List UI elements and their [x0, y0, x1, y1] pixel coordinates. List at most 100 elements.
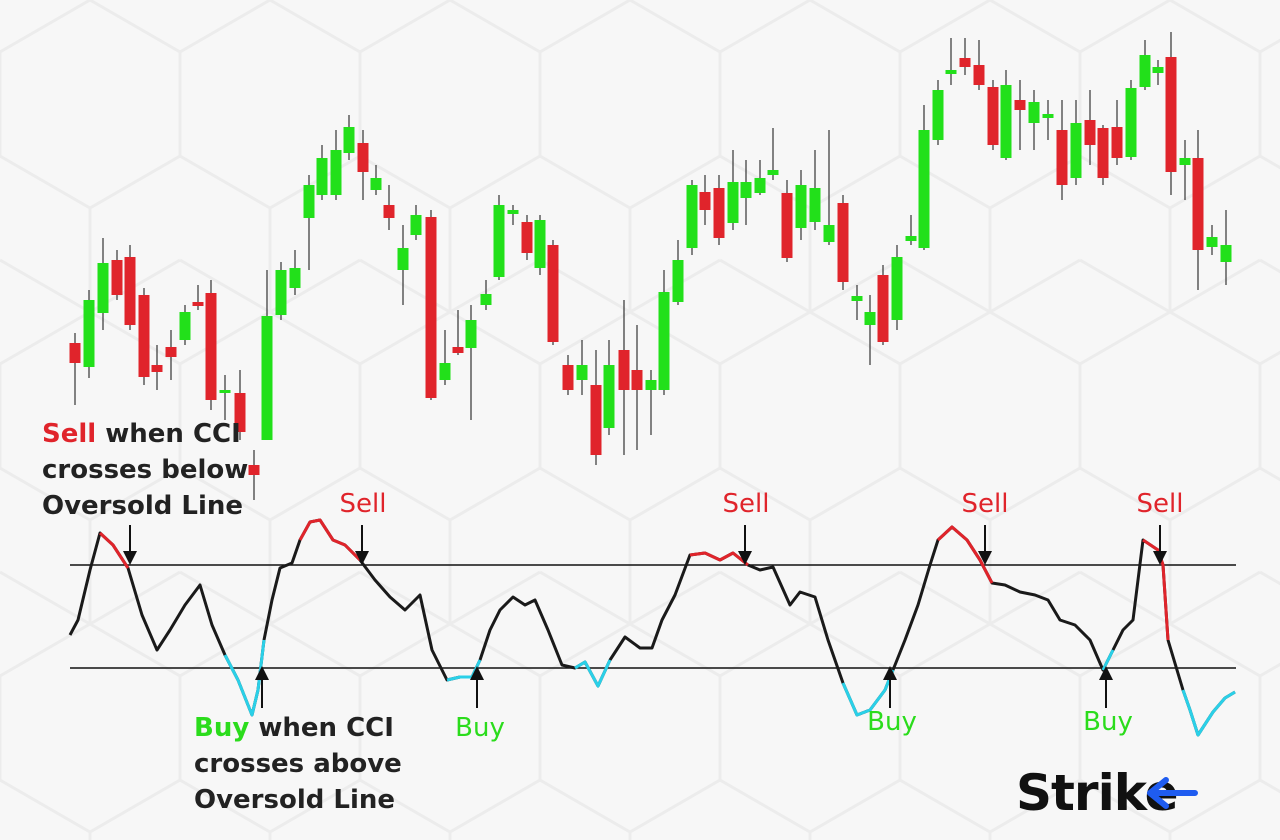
- candle-body: [809, 188, 821, 222]
- candle-body: [330, 150, 342, 195]
- candle-body: [124, 257, 136, 325]
- candle-body: [973, 65, 985, 85]
- candle-body: [740, 182, 752, 198]
- candle-body: [618, 350, 630, 390]
- candle-body: [851, 296, 863, 301]
- candle-body: [534, 220, 546, 268]
- cci-highlight: [574, 659, 612, 688]
- arrows: [123, 525, 1167, 708]
- candle-body: [370, 178, 382, 190]
- buy-label: Buy: [867, 707, 917, 737]
- sell-note-line: crosses below: [42, 455, 248, 485]
- candle-body: [261, 316, 273, 440]
- sell-note-line: Oversold Line: [42, 491, 243, 521]
- sell-label: Sell: [723, 489, 770, 519]
- candle-body: [1070, 123, 1082, 178]
- buy-note-line: Buy when CCI: [194, 713, 394, 743]
- candle-body: [547, 245, 559, 342]
- candle-body: [452, 347, 464, 353]
- candle-body: [493, 205, 505, 277]
- candle-body: [397, 248, 409, 270]
- candles: [69, 32, 1232, 500]
- candle-body: [69, 343, 81, 363]
- candle-body: [905, 236, 917, 241]
- candle-body: [576, 365, 588, 380]
- candle-body: [987, 87, 999, 145]
- buy-label: Buy: [455, 713, 505, 743]
- cci-highlight: [298, 518, 362, 562]
- candle-body: [891, 257, 903, 320]
- candle-body: [754, 178, 766, 193]
- candle-body: [480, 294, 492, 305]
- candle-body: [97, 263, 109, 313]
- cci-highlight: [936, 525, 994, 584]
- candle-body: [781, 193, 793, 258]
- candle-body: [932, 90, 944, 140]
- candle-body: [1056, 130, 1068, 185]
- buy-label: Buy: [1083, 707, 1133, 737]
- candle-body: [219, 390, 231, 393]
- buy-note-line: Oversold Line: [194, 785, 395, 815]
- logo-arrow: [1147, 777, 1198, 809]
- sell-label: Sell: [962, 489, 1009, 519]
- candle-body: [192, 302, 204, 306]
- candle-body: [357, 143, 369, 172]
- buy-note-line: crosses above: [194, 749, 402, 779]
- candle-body: [1111, 127, 1123, 158]
- candle-body: [864, 312, 876, 325]
- candle-body: [316, 158, 328, 195]
- candle-body: [727, 182, 739, 223]
- candle-body: [1097, 128, 1109, 178]
- candle-body: [603, 365, 615, 428]
- candle-body: [562, 365, 574, 390]
- sell-highlight: Sell: [42, 419, 96, 449]
- candle-body: [699, 192, 711, 210]
- candle-body: [767, 170, 779, 175]
- candle-body: [1220, 245, 1232, 262]
- candle-body: [795, 185, 807, 228]
- candle-body: [439, 363, 451, 380]
- candle-body: [507, 210, 519, 214]
- candle-body: [1192, 158, 1204, 250]
- candle-body: [823, 225, 835, 242]
- candle-body: [1028, 102, 1040, 123]
- candle-body: [234, 393, 246, 432]
- candle-body: [1206, 237, 1218, 247]
- candle-body: [645, 380, 657, 390]
- candle-body: [1084, 120, 1096, 145]
- candle-body: [410, 215, 422, 235]
- candle-body: [275, 270, 287, 315]
- note-text: when CCI: [105, 419, 241, 449]
- cci-highlight: [841, 669, 895, 717]
- candle-body: [959, 58, 971, 67]
- candle-body: [343, 127, 355, 153]
- candle-body: [1000, 85, 1012, 158]
- candle-body: [658, 292, 670, 390]
- sell-note-line: Sell when CCI: [42, 419, 241, 449]
- candle-body: [877, 275, 889, 342]
- sell-label: Sell: [340, 489, 387, 519]
- note-text: when CCI: [258, 713, 394, 743]
- candle-body: [138, 295, 150, 377]
- candle-body: [1152, 67, 1164, 73]
- candle-body: [590, 385, 602, 455]
- candle-body: [1165, 57, 1177, 172]
- candle-body: [672, 260, 684, 302]
- candle-body: [631, 370, 643, 390]
- candle-body: [713, 188, 725, 238]
- candle-body: [248, 465, 260, 475]
- candle-body: [425, 217, 437, 398]
- candle-body: [465, 320, 477, 348]
- candle-body: [686, 185, 698, 248]
- candle-body: [1125, 88, 1137, 157]
- cci-highlight: [1181, 689, 1236, 737]
- candle-body: [205, 293, 217, 400]
- buy-highlight: Buy: [194, 713, 249, 743]
- candle-body: [837, 203, 849, 282]
- candle-body: [945, 70, 957, 74]
- candle-body: [1014, 100, 1026, 110]
- candle-body: [151, 365, 163, 372]
- candle-body: [1139, 55, 1151, 87]
- candle-body: [179, 312, 191, 340]
